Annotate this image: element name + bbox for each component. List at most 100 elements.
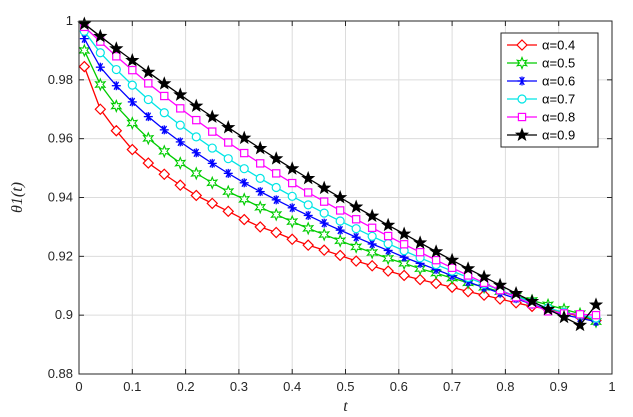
x-axis-label: t bbox=[343, 398, 348, 415]
series-3 bbox=[79, 34, 601, 327]
data-point bbox=[94, 77, 107, 92]
data-point bbox=[516, 39, 528, 51]
data-point bbox=[254, 200, 267, 215]
x-tick-label: 0.6 bbox=[390, 379, 408, 394]
data-point bbox=[175, 120, 185, 130]
data-point bbox=[514, 127, 530, 142]
data-point bbox=[588, 297, 604, 311]
x-tick-label: 0.4 bbox=[283, 379, 301, 394]
data-point bbox=[176, 104, 185, 113]
data-point bbox=[463, 271, 473, 280]
data-point bbox=[256, 159, 265, 168]
data-point bbox=[159, 108, 169, 118]
data-point bbox=[189, 98, 204, 113]
y-tick-label: 0.92 bbox=[48, 248, 73, 263]
data-point bbox=[383, 239, 393, 249]
data-point bbox=[77, 16, 92, 30]
x-tick-label: 0.1 bbox=[123, 379, 141, 394]
data-point bbox=[572, 317, 588, 332]
data-point bbox=[111, 64, 121, 75]
data-point bbox=[191, 148, 201, 158]
data-point bbox=[556, 309, 572, 324]
data-point bbox=[174, 179, 187, 191]
data-point bbox=[335, 225, 345, 235]
data-point bbox=[78, 43, 91, 58]
y-tick-label: 0.96 bbox=[48, 131, 73, 146]
data-point bbox=[381, 217, 396, 232]
data-point bbox=[334, 249, 347, 262]
data-point bbox=[478, 289, 490, 302]
legend-box bbox=[500, 32, 599, 148]
data-point bbox=[398, 269, 410, 282]
data-point bbox=[207, 158, 217, 168]
x-tick-label: 0.3 bbox=[230, 379, 248, 394]
legend-entry: α=0.9 bbox=[507, 128, 575, 143]
data-point bbox=[318, 244, 331, 257]
data-point bbox=[271, 182, 281, 193]
data-point bbox=[93, 28, 108, 43]
legend-label: α=0.9 bbox=[542, 128, 575, 143]
data-point bbox=[238, 213, 251, 226]
data-point bbox=[431, 255, 441, 265]
y-axis-label: θ1(t) bbox=[9, 182, 26, 213]
data-point bbox=[517, 76, 527, 86]
data-point bbox=[238, 192, 251, 207]
data-point bbox=[335, 206, 345, 215]
data-point bbox=[447, 263, 457, 273]
data-point bbox=[303, 210, 313, 220]
data-point bbox=[95, 62, 105, 72]
data-point bbox=[205, 109, 220, 123]
legend-label: α=0.7 bbox=[542, 92, 575, 107]
data-point bbox=[399, 240, 409, 249]
data-point bbox=[287, 203, 297, 213]
x-tick-label: 0.2 bbox=[177, 379, 195, 394]
data-point bbox=[237, 130, 252, 145]
data-point bbox=[334, 233, 347, 248]
data-point bbox=[174, 156, 187, 171]
data-point bbox=[319, 208, 329, 218]
data-point bbox=[239, 178, 249, 188]
data-point bbox=[111, 81, 121, 91]
data-point bbox=[397, 226, 412, 240]
legend-label: α=0.4 bbox=[542, 38, 575, 53]
data-point bbox=[476, 269, 492, 283]
data-point bbox=[319, 218, 329, 228]
data-point bbox=[318, 227, 331, 242]
x-tick-label: 0.8 bbox=[496, 379, 514, 394]
x-tick-label: 0.9 bbox=[550, 379, 568, 394]
data-point bbox=[128, 65, 137, 75]
data-point bbox=[301, 170, 316, 185]
data-point bbox=[192, 115, 201, 125]
data-point bbox=[223, 168, 233, 178]
data-point bbox=[540, 301, 556, 316]
legend-entry: α=0.6 bbox=[507, 74, 575, 89]
data-point bbox=[517, 94, 527, 104]
data-point bbox=[446, 281, 458, 294]
x-tick-label: 0.7 bbox=[443, 379, 461, 394]
data-point bbox=[351, 224, 361, 234]
data-point bbox=[141, 64, 156, 79]
data-point bbox=[160, 91, 169, 101]
data-point bbox=[224, 138, 233, 147]
data-point bbox=[143, 94, 153, 105]
data-point bbox=[127, 80, 137, 90]
series-6 bbox=[77, 16, 604, 332]
x-tick-label: 0 bbox=[75, 379, 82, 394]
axis-ticks: 0 0.1 0.2 0.3 0.4 0.5 0.6 0.7 0.8 0.9 1 0.88 0.9 0.92… bbox=[48, 13, 616, 394]
y-axis-label-group: θ1(t) bbox=[9, 182, 26, 213]
data-point bbox=[255, 173, 265, 183]
data-point bbox=[173, 87, 188, 101]
data-point bbox=[591, 310, 601, 320]
data-point bbox=[288, 178, 297, 188]
data-point bbox=[349, 199, 364, 213]
data-point bbox=[208, 127, 217, 136]
data-point bbox=[302, 221, 315, 236]
data-point bbox=[398, 256, 411, 271]
data-point bbox=[382, 251, 395, 266]
data-point bbox=[524, 293, 540, 308]
data-point bbox=[287, 191, 297, 201]
y-tick-label: 0.94 bbox=[48, 190, 73, 205]
y-tick-label: 0.98 bbox=[48, 72, 73, 87]
data-point bbox=[286, 233, 299, 246]
data-point bbox=[221, 120, 236, 134]
